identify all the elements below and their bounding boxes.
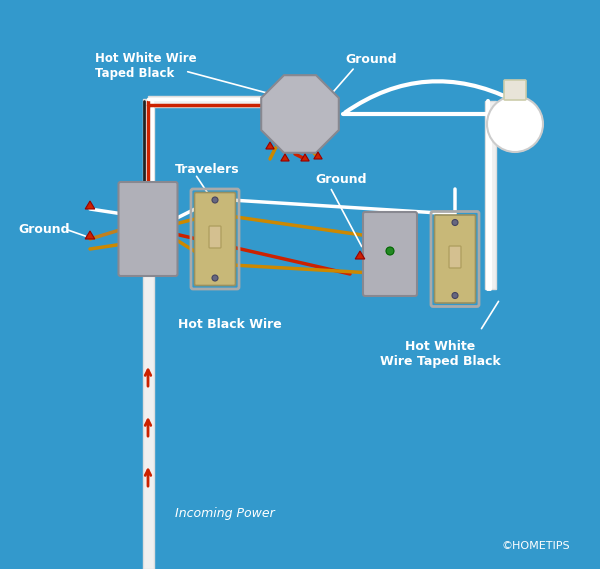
Polygon shape <box>301 154 309 161</box>
Circle shape <box>212 197 218 203</box>
Circle shape <box>212 275 218 281</box>
FancyBboxPatch shape <box>119 182 178 276</box>
Polygon shape <box>85 231 95 239</box>
Polygon shape <box>143 219 154 569</box>
FancyBboxPatch shape <box>209 226 221 248</box>
Text: Hot White Wire
Taped Black: Hot White Wire Taped Black <box>95 52 197 80</box>
Circle shape <box>452 220 458 225</box>
Polygon shape <box>148 96 300 106</box>
FancyBboxPatch shape <box>434 215 476 303</box>
Circle shape <box>452 292 458 299</box>
Text: Travelers: Travelers <box>175 163 239 175</box>
Text: Hot Black Wire: Hot Black Wire <box>178 318 282 331</box>
Polygon shape <box>314 152 322 159</box>
Text: ©HOMETIPS: ©HOMETIPS <box>502 541 570 551</box>
FancyBboxPatch shape <box>363 212 417 296</box>
Polygon shape <box>485 101 496 289</box>
Text: Ground: Ground <box>18 222 70 236</box>
Polygon shape <box>281 154 289 161</box>
FancyBboxPatch shape <box>194 192 235 286</box>
Polygon shape <box>261 75 339 153</box>
FancyBboxPatch shape <box>504 80 526 100</box>
Polygon shape <box>85 201 95 209</box>
FancyBboxPatch shape <box>449 246 461 268</box>
Text: Incoming Power: Incoming Power <box>175 508 275 521</box>
Polygon shape <box>143 99 154 189</box>
Circle shape <box>386 247 394 255</box>
Polygon shape <box>355 251 365 259</box>
Text: Hot White
Wire Taped Black: Hot White Wire Taped Black <box>380 340 500 368</box>
Text: Ground: Ground <box>345 52 397 65</box>
Polygon shape <box>266 142 274 149</box>
Circle shape <box>487 96 543 152</box>
Text: Ground: Ground <box>315 172 367 185</box>
